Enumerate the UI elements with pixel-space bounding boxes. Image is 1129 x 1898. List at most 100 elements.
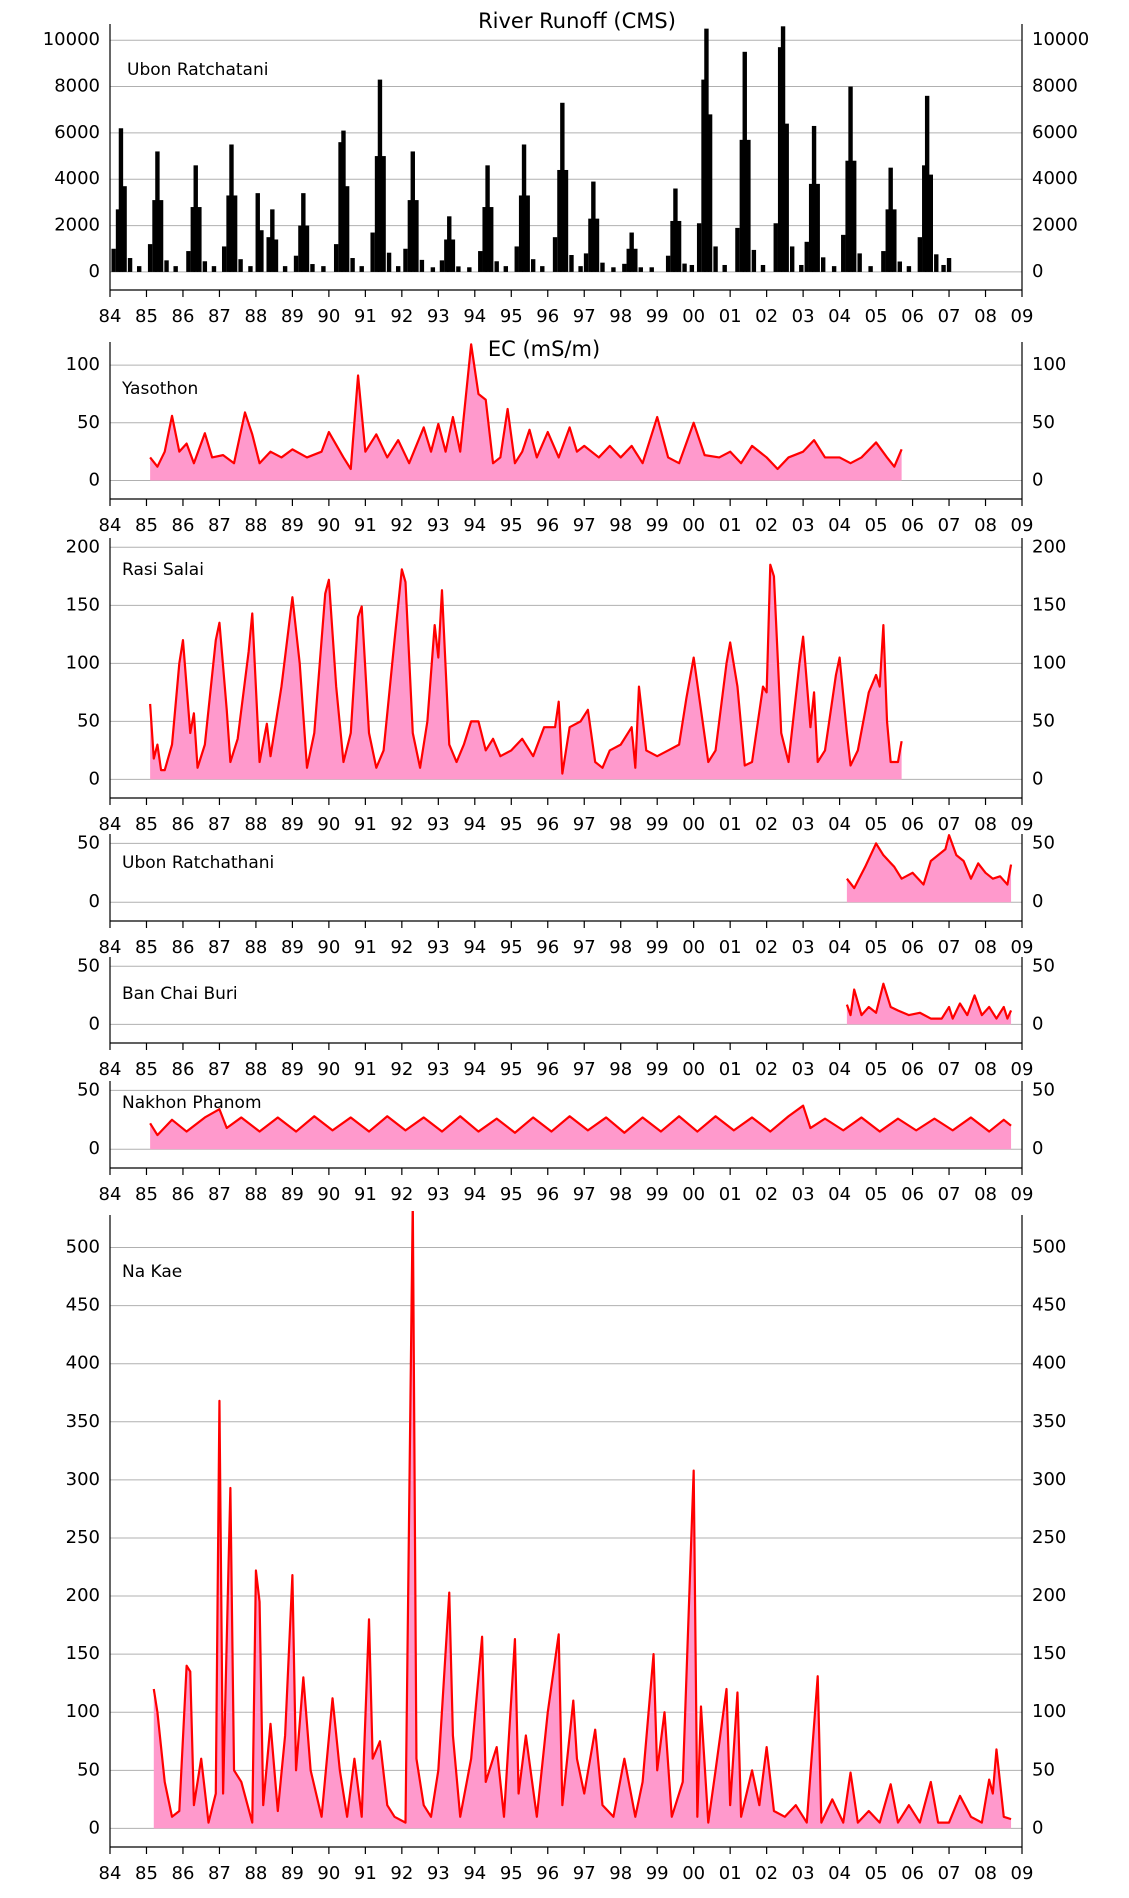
x-tick-label: 84	[99, 306, 122, 327]
y2-tick-label: 200	[1032, 536, 1066, 557]
x-tick-label: 99	[646, 1059, 669, 1080]
bar	[521, 144, 527, 272]
bar	[266, 237, 271, 272]
bar	[704, 28, 709, 272]
x-tick-label: 03	[792, 1184, 815, 1205]
bar	[293, 255, 299, 272]
bar	[152, 200, 157, 272]
x-tick-label: 90	[317, 937, 340, 958]
x-tick-label: 08	[974, 515, 997, 536]
x-tick-label: 96	[536, 1184, 559, 1205]
x-tick-label: 05	[865, 937, 888, 958]
bar	[633, 248, 638, 272]
x-tick-label: 01	[719, 1184, 742, 1205]
y2-tick-label: 200	[1032, 1585, 1066, 1606]
bar	[868, 266, 873, 272]
x-tick-label: 95	[500, 1863, 523, 1884]
x-tick-label: 92	[390, 306, 413, 327]
x-tick-label: 09	[1011, 1059, 1034, 1080]
y-tick-label: 6000	[54, 122, 100, 143]
x-tick-label: 85	[135, 1863, 158, 1884]
y-tick-label: 4000	[54, 168, 100, 189]
bar	[518, 195, 524, 272]
bar	[689, 264, 695, 272]
bar	[482, 207, 487, 272]
bar	[211, 266, 217, 272]
x-tick-label: 95	[500, 937, 523, 958]
x-tick-label: 98	[609, 1059, 632, 1080]
y-tick-label: 300	[66, 1469, 100, 1490]
bar	[430, 267, 436, 272]
x-tick-label: 01	[719, 515, 742, 536]
bar	[503, 266, 509, 272]
bar	[583, 253, 589, 272]
bar	[626, 248, 631, 272]
y2-tick-label: 50	[1032, 412, 1055, 433]
x-tick-label: 86	[172, 1059, 195, 1080]
bar	[282, 266, 288, 272]
area-fill	[846, 983, 1012, 1025]
x-tick-label: 84	[99, 937, 122, 958]
bar	[197, 207, 202, 272]
x-tick-label: 85	[135, 515, 158, 536]
x-tick-label: 07	[938, 814, 961, 835]
x-tick-label: 94	[463, 1863, 486, 1884]
x-tick-label: 91	[354, 1863, 377, 1884]
x-tick-label: 98	[609, 515, 632, 536]
y2-tick-label: 0	[1032, 891, 1043, 912]
x-tick-label: 05	[865, 1863, 888, 1884]
x-tick-label: 92	[390, 814, 413, 835]
bar	[760, 264, 766, 272]
bar	[600, 262, 605, 272]
x-tick-label: 06	[901, 1184, 924, 1205]
x-tick-label: 90	[317, 1184, 340, 1205]
bar	[649, 267, 654, 272]
y-tick-label: 0	[89, 1013, 100, 1034]
bar	[190, 207, 196, 272]
bar	[638, 267, 643, 272]
line	[149, 343, 903, 471]
x-tick-label: 04	[828, 937, 851, 958]
bar	[344, 186, 350, 272]
x-tick-label: 99	[646, 937, 669, 958]
x-tick-label: 02	[755, 1863, 778, 1884]
x-tick-label: 91	[354, 1059, 377, 1080]
x-tick-label: 96	[536, 1863, 559, 1884]
y-tick-label: 500	[66, 1237, 100, 1258]
bar	[831, 266, 837, 272]
bar	[467, 267, 472, 272]
y2-tick-label: 50	[1032, 832, 1055, 853]
y-tick-label: 0	[89, 470, 100, 491]
bar	[456, 266, 461, 272]
bar	[591, 181, 596, 272]
x-tick-label: 04	[828, 1059, 851, 1080]
y2-tick-label: 400	[1032, 1353, 1066, 1374]
x-tick-label: 00	[682, 1863, 705, 1884]
bar	[147, 244, 153, 272]
x-tick-label: 09	[1011, 306, 1034, 327]
x-tick-label: 03	[792, 814, 815, 835]
bar	[845, 160, 850, 272]
bar	[158, 200, 164, 272]
bar	[414, 200, 419, 272]
bar	[552, 237, 558, 272]
y-tick-label: 400	[66, 1353, 100, 1374]
y-tick-label: 50	[77, 1759, 100, 1780]
bar	[742, 51, 747, 272]
plot-area	[846, 834, 1013, 903]
x-tick-label: 02	[755, 1184, 778, 1205]
x-tick-label: 87	[208, 937, 231, 958]
bar	[115, 209, 121, 272]
bar	[447, 216, 452, 272]
bar	[450, 239, 456, 272]
y2-tick-label: 100	[1032, 354, 1066, 375]
x-tick-label: 94	[463, 1184, 486, 1205]
bar	[270, 209, 275, 272]
x-tick-label: 87	[208, 515, 231, 536]
bar	[386, 252, 392, 272]
x-tick-label: 84	[99, 1059, 122, 1080]
bar	[841, 234, 846, 272]
x-tick-label: 09	[1011, 814, 1034, 835]
bar	[885, 209, 890, 272]
